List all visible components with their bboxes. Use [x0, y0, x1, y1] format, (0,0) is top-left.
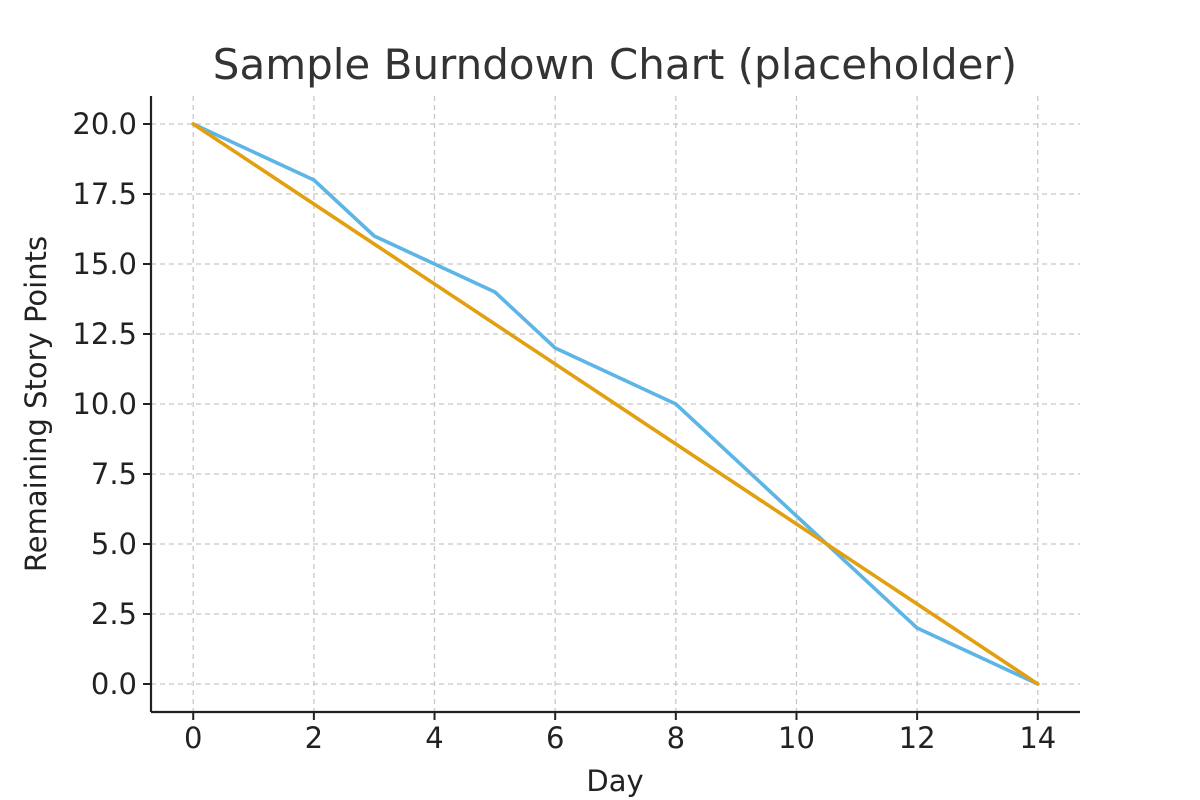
x-tick-label: 10 [778, 721, 815, 755]
actual-series-line [191, 122, 1040, 686]
x-axis-label: Day [586, 764, 643, 798]
series-layer [191, 122, 1040, 686]
x-tick-label: 0 [184, 721, 202, 755]
x-tick-label: 6 [546, 721, 564, 755]
grid-layer [151, 96, 1080, 712]
y-tick-label: 15.0 [72, 247, 137, 281]
x-tick-label: 2 [305, 721, 323, 755]
y-tick-label: 0.0 [91, 667, 137, 701]
y-tick-label: 20.0 [72, 107, 137, 141]
y-tick-label: 7.5 [91, 457, 137, 491]
x-tick-label: 4 [425, 721, 443, 755]
x-tick-label: 8 [667, 721, 685, 755]
chart-title: Sample Burndown Chart (placeholder) [213, 40, 1017, 89]
y-tick-label: 2.5 [91, 597, 137, 631]
y-tick-label: 12.5 [72, 317, 137, 351]
y-tick-label: 17.5 [72, 177, 137, 211]
x-tick-label: 14 [1019, 721, 1056, 755]
y-tick-label: 5.0 [91, 527, 137, 561]
ticks-layer: 0 2 4 6 8 10 12 14 0.0 2.5 5.0 7.5 10.0 12.5 15.0 17.5 2… [72, 107, 1056, 755]
ideal-series-line [191, 122, 1040, 686]
x-tick-label: 12 [899, 721, 936, 755]
y-tick-label: 10.0 [72, 387, 137, 421]
y-axis-label: Remaining Story Points [19, 236, 53, 572]
